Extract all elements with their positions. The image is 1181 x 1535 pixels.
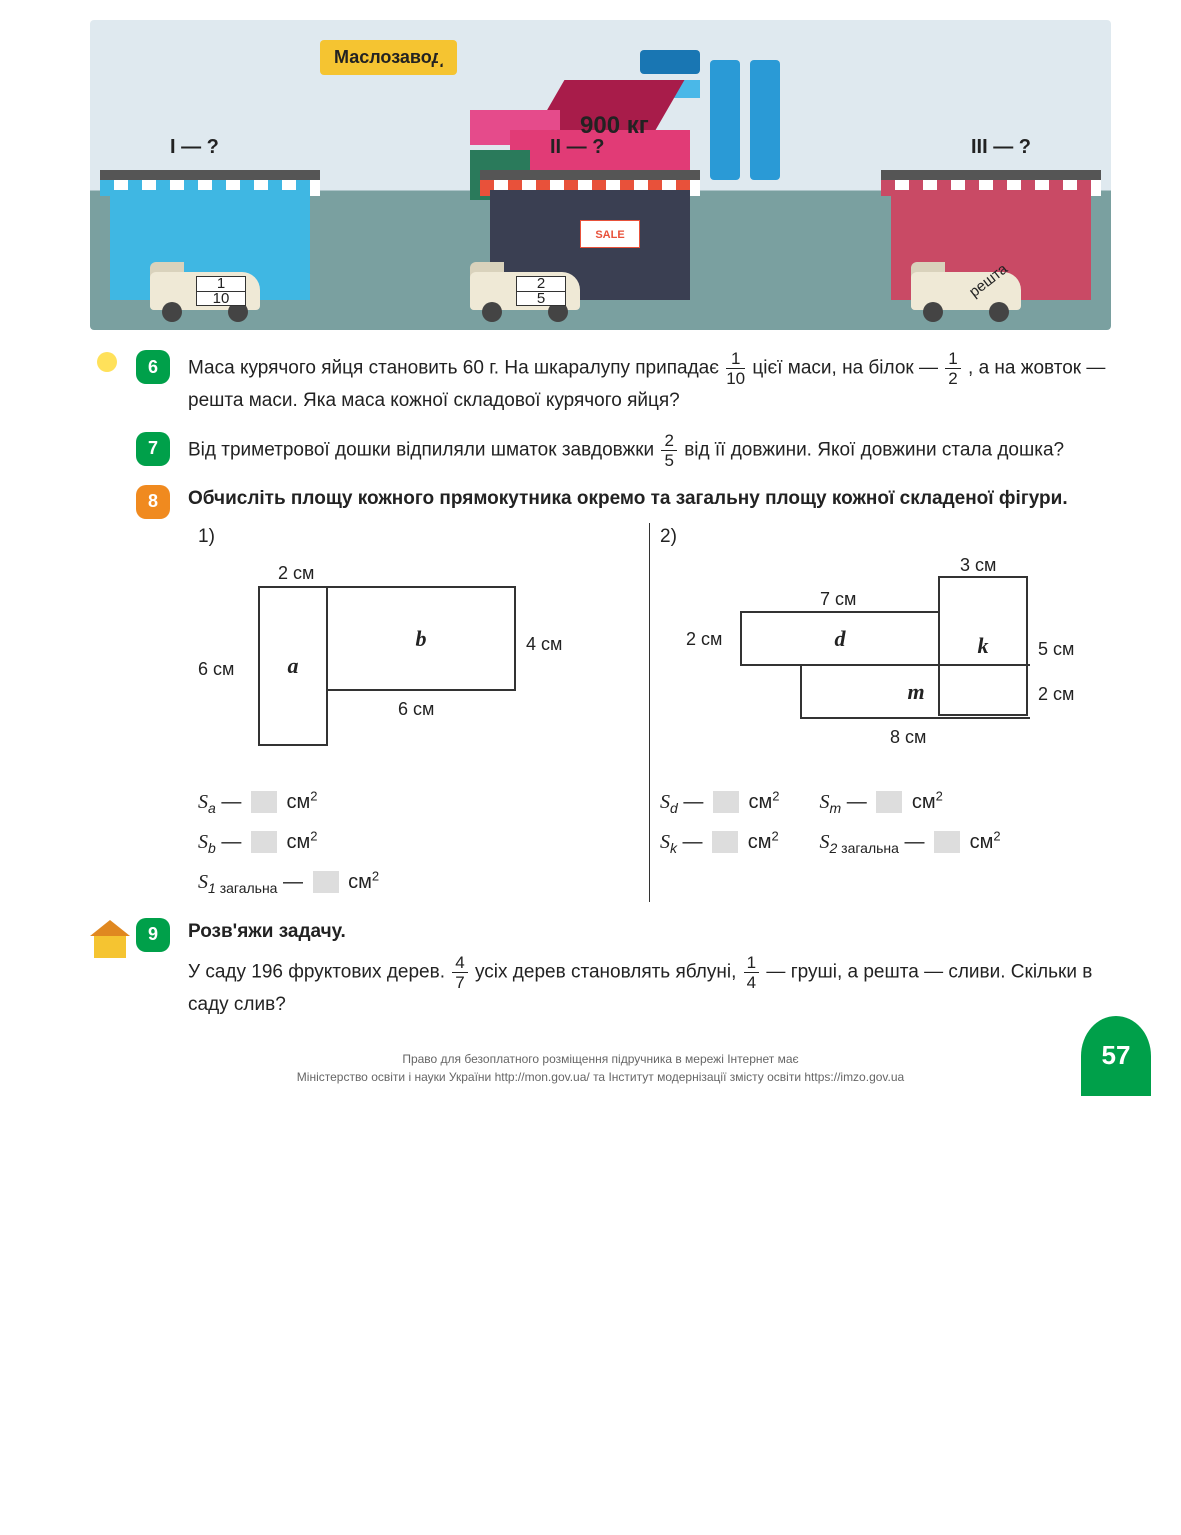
figure-2-answers: Sd — см2 Sk — см2 Sm — см2 S2 загальна —… — [660, 782, 1101, 862]
figure-2: 2) d k m 3 см 7 см 2 см 5 см 2 см 8 см S… — [650, 523, 1111, 902]
bulb-icon — [90, 350, 136, 398]
task-6-badge: 6 — [136, 350, 170, 384]
task-7-text: Від триметрової дошки відпиляли шматок з… — [188, 432, 1111, 469]
rect-a: a — [258, 586, 328, 746]
task-7-badge: 7 — [136, 432, 170, 466]
van-2: 2 5 — [470, 262, 580, 322]
van-2-fraction: 2 5 — [516, 276, 566, 306]
answer-box[interactable] — [712, 831, 738, 853]
figure-1-answers: Sa — см2 Sb — см2 S1 загальна — см2 — [198, 782, 639, 902]
answer-box[interactable] — [251, 831, 277, 853]
task-8: 8 Обчисліть площу кожного прямокутника о… — [90, 485, 1111, 902]
factory-label: Маслозавод — [320, 40, 457, 75]
answer-box[interactable] — [713, 791, 739, 813]
page-number: 57 — [1081, 1016, 1151, 1096]
illustration: Маслозавод 900 кг I — ? II — ? SALE III … — [90, 20, 1111, 330]
task-9: 9 Розв'яжи задачу. У саду 196 фруктових … — [90, 918, 1111, 1020]
van-1-fraction: 1 10 — [196, 276, 246, 306]
task-7: 7 Від триметрової дошки відпиляли шматок… — [90, 432, 1111, 469]
task-9-text: Розв'яжи задачу. У саду 196 фруктових де… — [188, 918, 1111, 1020]
shop-2-label: II — ? — [550, 132, 604, 162]
answer-box[interactable] — [251, 791, 277, 813]
task-8-instr: Обчисліть площу кожного прямокутника окр… — [188, 485, 1111, 514]
sale-sign: SALE — [580, 220, 640, 248]
rect-b: b — [326, 586, 516, 691]
shop-3-label: III — ? — [971, 132, 1031, 162]
answer-box[interactable] — [934, 831, 960, 853]
figures-wrap: 1) a b 2 см 6 см 4 см 6 см Sa — см2 Sb —… — [188, 523, 1111, 902]
task-6: 6 Маса курячого яйця становить 60 г. На … — [90, 350, 1111, 416]
answer-box[interactable] — [313, 871, 339, 893]
house-icon — [90, 918, 136, 966]
chevron-icon — [438, 46, 454, 66]
footer: Право для безоплатного розміщення підруч… — [90, 1050, 1111, 1086]
rect-d: d — [740, 611, 940, 666]
shop-1-label: I — ? — [170, 132, 219, 162]
figure-1: 1) a b 2 см 6 см 4 см 6 см Sa — см2 Sb —… — [188, 523, 650, 902]
task-6-text: Маса курячого яйця становить 60 г. На шк… — [188, 350, 1111, 416]
rect-m: m — [800, 664, 1030, 719]
task-9-badge: 9 — [136, 918, 170, 952]
answer-box[interactable] — [876, 791, 902, 813]
van-3: решта — [911, 262, 1021, 322]
task-8-badge: 8 — [136, 485, 170, 519]
van-1: 1 10 — [150, 262, 260, 322]
